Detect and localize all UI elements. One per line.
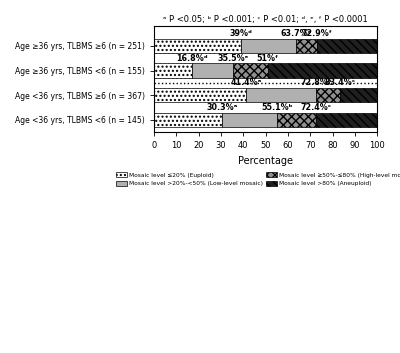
Bar — [246, 88, 316, 102]
Bar — [154, 64, 192, 78]
Text: 51%ᶠ: 51%ᶠ — [257, 54, 279, 63]
X-axis label: Percentage: Percentage — [238, 156, 293, 166]
Text: 35.5%ᵉ: 35.5%ᵉ — [218, 54, 249, 63]
Text: 41.4%ᵃ: 41.4%ᵃ — [231, 78, 262, 87]
Bar — [154, 88, 246, 102]
Bar — [154, 113, 222, 127]
Text: 72.8%ᵇ: 72.8%ᵇ — [300, 78, 332, 87]
Bar — [268, 64, 377, 78]
Bar — [241, 39, 296, 53]
Bar — [316, 88, 340, 102]
Text: 30.3%ᵃ: 30.3%ᵃ — [206, 103, 237, 112]
Bar — [222, 113, 277, 127]
Text: 72.4%ᶜ: 72.4%ᶜ — [300, 103, 331, 112]
Bar — [233, 64, 268, 78]
Bar — [316, 113, 377, 127]
Bar — [277, 113, 316, 127]
Text: 16.8%ᵈ: 16.8%ᵈ — [176, 54, 207, 63]
Text: 63.7%ᵉ: 63.7%ᵉ — [280, 29, 312, 38]
Legend: Mosaic level ≤20% (Euploid), Mosaic level >20%-<50% (Low-level mosaic), Mosaic l: Mosaic level ≤20% (Euploid), Mosaic leve… — [114, 170, 400, 189]
Bar — [192, 64, 233, 78]
Text: 39%ᵈ: 39%ᵈ — [230, 29, 252, 38]
Text: 55.1%ᵇ: 55.1%ᵇ — [261, 103, 293, 112]
Title: ᵃ P <0.05; ᵇ P <0.001; ᶜ P <0.01; ᵈ, ᵉ, ᶠ P <0.0001: ᵃ P <0.05; ᵇ P <0.001; ᶜ P <0.01; ᵈ, ᵉ, … — [163, 15, 368, 24]
Bar — [296, 39, 317, 53]
Bar — [317, 39, 377, 53]
Bar — [340, 88, 377, 102]
Bar — [154, 39, 241, 53]
Text: 72.9%ᶠ: 72.9%ᶠ — [301, 29, 332, 38]
Text: 83.4%ᶜ: 83.4%ᶜ — [324, 78, 356, 87]
